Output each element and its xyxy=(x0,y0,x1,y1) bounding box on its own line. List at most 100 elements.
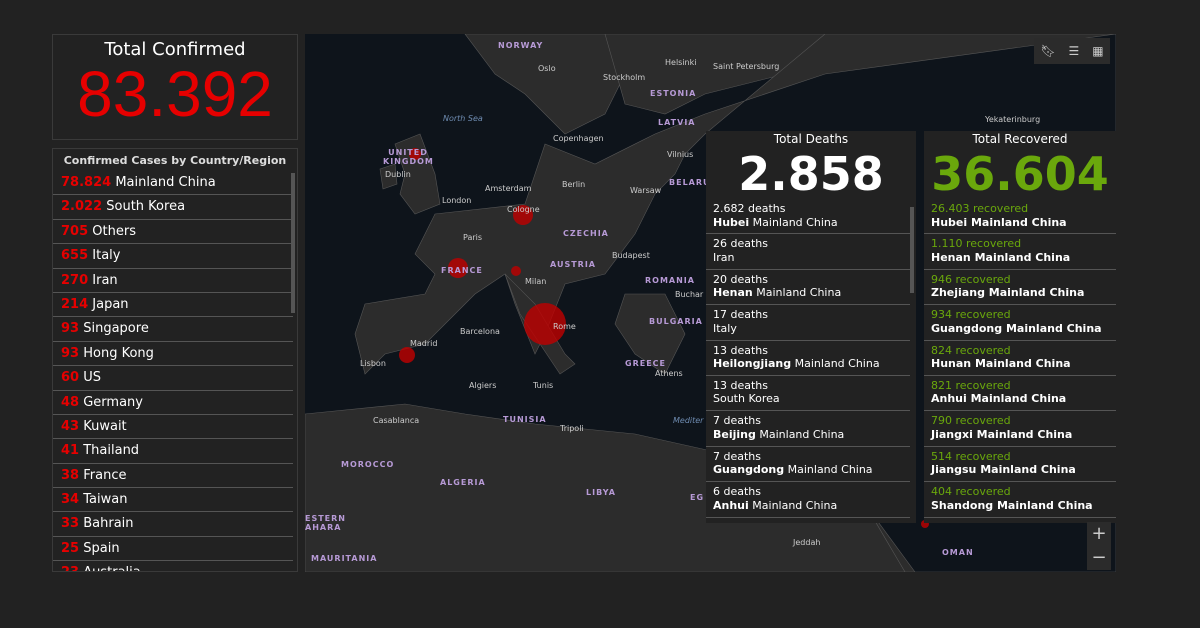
country-list-scrollbar[interactable] xyxy=(291,173,295,313)
map-label: Madrid xyxy=(410,339,438,348)
map-label: Dublin xyxy=(385,170,411,179)
recovered-list-item[interactable]: 1.110 recovered Henan Mainland China xyxy=(924,234,1116,270)
map-label: London xyxy=(442,196,472,205)
country-name: Bahrain xyxy=(83,516,134,532)
country-list-item[interactable]: 93 Hong Kong xyxy=(53,342,293,367)
country-list-item[interactable]: 43 Kuwait xyxy=(53,415,293,440)
map-label: LATVIA xyxy=(658,118,696,127)
map-label: Copenhagen xyxy=(553,134,604,143)
recovered-count: 946 recovered xyxy=(931,272,1011,286)
country-list-item[interactable]: 655 Italy xyxy=(53,244,293,269)
death-region: Mainland China xyxy=(752,498,838,512)
country-list-item[interactable]: 48 Germany xyxy=(53,391,293,415)
country-list-item[interactable]: 33 Bahrain xyxy=(53,512,293,537)
recovered-place: Shandong Mainland China xyxy=(931,498,1093,512)
death-count: 2.682 deaths xyxy=(713,202,786,215)
recovered-list[interactable]: 26.403 recovered Hubei Mainland China 1.11… xyxy=(924,199,1116,518)
recovered-place: Anhui Mainland China xyxy=(931,392,1067,406)
country-list-item[interactable]: 270 Iran xyxy=(53,269,293,293)
deaths-list[interactable]: 2.682 deaths Hubei Mainland China 26 death… xyxy=(706,199,916,518)
bookmark-icon[interactable]: 🔖︎ xyxy=(1040,44,1056,58)
country-name: Italy xyxy=(92,248,121,264)
recovered-list-item[interactable]: 26.403 recovered Hubei Mainland China xyxy=(924,199,1116,235)
death-province: Heilongjiang xyxy=(713,357,792,371)
map-label: Cologne xyxy=(507,205,540,214)
deaths-list-item[interactable]: 26 deaths Iran xyxy=(706,234,910,270)
deaths-list-item[interactable]: 6 deaths Anhui Mainland China xyxy=(706,482,910,518)
map-label: BELARUS xyxy=(669,178,718,187)
death-count: 13 deaths xyxy=(713,343,768,357)
country-list-item[interactable]: 93 Singapore xyxy=(53,317,293,342)
total-confirmed-value: 83.392 xyxy=(77,58,273,130)
country-list-title: Confirmed Cases by Country/Region xyxy=(63,154,287,167)
country-list-item[interactable]: 705 Others xyxy=(53,220,293,245)
deaths-list-item[interactable]: 20 deaths Henan Mainland China xyxy=(706,270,910,306)
map-label: NORWAY xyxy=(498,41,544,50)
deaths-list-item[interactable]: 13 deaths South Korea xyxy=(706,376,910,412)
recovered-list-item[interactable]: 514 recovered Jiangsu Mainland China xyxy=(924,447,1116,483)
zoom-out-button[interactable]: − xyxy=(1091,547,1107,568)
recovered-list-item[interactable]: 946 recovered Zhejiang Mainland China xyxy=(924,270,1116,306)
total-confirmed-title: Total Confirmed xyxy=(104,39,246,60)
country-name: South Korea xyxy=(106,199,186,215)
death-region: Mainland China xyxy=(794,357,880,371)
deaths-list-item[interactable]: 7 deaths Guangdong Mainland China xyxy=(706,447,910,483)
death-region: South Korea xyxy=(713,392,780,406)
map-label: Milan xyxy=(525,277,547,286)
country-list-item[interactable]: 23 Australia xyxy=(53,561,293,571)
case-marker-france xyxy=(448,258,468,278)
legend-list-icon[interactable]: ☰ xyxy=(1068,44,1080,58)
country-list-item[interactable]: 2.022 South Korea xyxy=(53,195,293,220)
recovered-list-item[interactable]: 934 recovered Guangdong Mainland China xyxy=(924,305,1116,341)
country-count: 34 xyxy=(61,492,80,508)
map-label: AUSTRIA xyxy=(550,260,596,269)
map-label: Casablanca xyxy=(373,416,420,425)
country-list-item[interactable]: 214 Japan xyxy=(53,293,293,318)
recovered-list-item[interactable]: 404 recovered Shandong Mainland China xyxy=(924,482,1116,518)
recovered-list-item[interactable]: 790 recovered Jiangxi Mainland China xyxy=(924,411,1116,447)
country-count: 655 xyxy=(61,248,89,264)
recovered-place: Jiangxi Mainland China xyxy=(931,427,1073,441)
country-count: 48 xyxy=(61,394,80,410)
recovered-count: 26.403 recovered xyxy=(931,202,1029,215)
death-province: Hubei xyxy=(713,215,750,229)
map-label: Barcelona xyxy=(460,327,500,336)
country-list-item[interactable]: 41 Thailand xyxy=(53,439,293,464)
country-list-item[interactable]: 38 France xyxy=(53,464,293,489)
map-label: FRANCE xyxy=(441,266,483,275)
deaths-list-scrollbar[interactable] xyxy=(910,207,914,293)
case-marker-italy xyxy=(524,303,566,345)
map-label: Paris xyxy=(463,233,483,242)
map-label: ESTERN AHARA xyxy=(305,514,347,532)
zoom-in-button[interactable]: + xyxy=(1091,523,1107,544)
country-name: Taiwan xyxy=(83,492,128,508)
recovered-list-item[interactable]: 821 recovered Anhui Mainland China xyxy=(924,376,1116,412)
country-count: 23 xyxy=(61,565,79,571)
country-list-item[interactable]: 34 Taiwan xyxy=(53,488,293,513)
deaths-list-item[interactable]: 13 deaths Heilongjiang Mainland China xyxy=(706,341,910,376)
country-name: Singapore xyxy=(83,321,149,337)
recovered-place: Hunan Mainland China xyxy=(931,357,1071,371)
total-deaths-title: Total Deaths xyxy=(773,132,849,146)
map-label: OMAN xyxy=(942,548,974,557)
case-markers xyxy=(399,148,929,528)
deaths-list-item[interactable]: 2.682 deaths Hubei Mainland China xyxy=(706,199,910,235)
death-province: Anhui xyxy=(713,498,749,512)
country-name: US xyxy=(83,370,102,386)
country-list-item[interactable]: 60 US xyxy=(53,366,293,391)
basemap-gallery-icon[interactable]: ▦ xyxy=(1092,44,1104,58)
deaths-list-item[interactable]: 7 deaths Beijing Mainland China xyxy=(706,411,910,447)
country-count: 41 xyxy=(61,443,80,459)
recovered-list-item[interactable]: 824 recovered Hunan Mainland China xyxy=(924,341,1116,376)
death-province: Henan xyxy=(713,286,753,300)
country-list-item[interactable]: 25 Spain xyxy=(53,537,293,562)
case-marker-germany xyxy=(513,205,533,225)
map-label: Rome xyxy=(553,322,576,331)
country-list-item[interactable]: 78.824 Mainland China xyxy=(53,171,293,196)
country-list[interactable]: 78.824 Mainland China 2.022 South Korea 70… xyxy=(53,171,297,571)
country-name: Others xyxy=(92,223,136,239)
map-label: CZECHIA xyxy=(563,229,609,238)
recovered-place: Guangdong Mainland China xyxy=(931,321,1102,335)
deaths-list-item[interactable]: 17 deaths Italy xyxy=(706,305,910,341)
map-label: MAURITANIA xyxy=(311,554,378,563)
